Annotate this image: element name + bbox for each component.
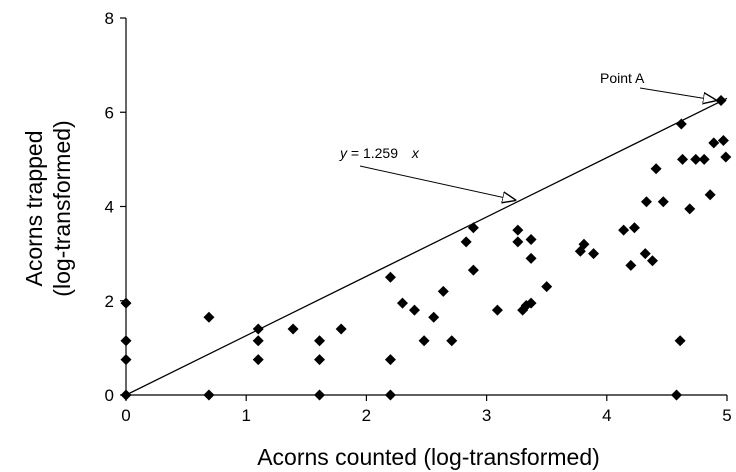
data-point	[525, 252, 537, 264]
data-point	[671, 389, 683, 401]
data-point	[657, 196, 669, 208]
data-point	[690, 153, 702, 165]
y-tick-label: 8	[105, 9, 114, 28]
data-point	[625, 259, 637, 271]
data-point	[384, 389, 396, 401]
x-tick-label: 1	[241, 406, 250, 425]
data-point	[588, 248, 600, 260]
data-points	[120, 94, 732, 401]
data-point	[639, 248, 651, 260]
data-point	[715, 94, 727, 106]
data-point	[314, 389, 326, 401]
data-point	[704, 189, 716, 201]
equation-label: y = 1.259 x	[339, 145, 420, 161]
regression-line	[125, 97, 728, 396]
data-point	[460, 236, 472, 248]
data-point	[418, 335, 430, 347]
data-point	[384, 271, 396, 283]
equation-arrow	[359, 165, 516, 200]
data-point	[708, 137, 720, 149]
y-axis-title: Acorns trapped (log-transformed)	[21, 120, 75, 296]
equation-coefficient: = 1.259	[347, 145, 402, 161]
equation-y-var: y	[339, 145, 348, 161]
data-point	[446, 335, 458, 347]
data-point	[674, 335, 686, 347]
data-point	[384, 354, 396, 366]
data-point	[314, 335, 326, 347]
y-axis-title-line-2: (log-transformed)	[49, 120, 75, 296]
x-tick-label: 2	[362, 406, 371, 425]
y-tick-label: 6	[105, 103, 114, 122]
x-tick-label: 5	[722, 406, 731, 425]
equation-x-var: x	[411, 145, 420, 161]
data-point	[120, 389, 132, 401]
y-axis-title-line-1: Acorns trapped	[21, 131, 47, 287]
data-point	[120, 335, 132, 347]
y-tick-label: 2	[105, 292, 114, 311]
data-point	[512, 236, 524, 248]
y-axis-ticks: 0 2 4 6 8	[105, 9, 126, 405]
data-point	[203, 311, 215, 323]
data-point	[252, 323, 264, 335]
data-point	[203, 389, 215, 401]
data-point	[491, 304, 503, 316]
x-tick-label: 3	[482, 406, 491, 425]
data-point	[650, 163, 662, 175]
data-point	[675, 118, 687, 130]
x-tick-label: 4	[602, 406, 611, 425]
point-a-label: Point A	[600, 70, 645, 86]
data-point	[684, 203, 696, 215]
data-point	[437, 285, 449, 297]
data-point	[512, 224, 524, 236]
data-point	[541, 281, 553, 293]
data-point	[578, 238, 590, 250]
data-point	[120, 297, 132, 309]
data-point	[335, 323, 347, 335]
y-tick-label: 4	[105, 198, 114, 217]
point-a-arrow	[639, 87, 717, 100]
data-point	[120, 354, 132, 366]
data-point	[717, 135, 729, 147]
data-point	[467, 222, 479, 234]
data-point	[525, 297, 537, 309]
x-axis-ticks: 0 1 2 3 4 5	[121, 395, 732, 425]
data-point	[720, 151, 732, 163]
x-tick-label: 0	[121, 406, 130, 425]
data-point	[408, 304, 420, 316]
data-point	[428, 311, 440, 323]
data-point	[287, 323, 299, 335]
data-point	[314, 354, 326, 366]
data-point	[467, 264, 479, 276]
data-point	[618, 224, 630, 236]
data-point	[252, 354, 264, 366]
data-point	[252, 335, 264, 347]
data-point	[525, 233, 537, 245]
data-point	[698, 153, 710, 165]
y-tick-label: 0	[105, 386, 114, 405]
x-axis-title: Acorns counted (log-transformed)	[257, 444, 600, 470]
data-point	[646, 255, 658, 267]
data-point	[628, 222, 640, 234]
data-point	[640, 196, 652, 208]
data-point	[396, 297, 408, 309]
data-point	[677, 153, 689, 165]
